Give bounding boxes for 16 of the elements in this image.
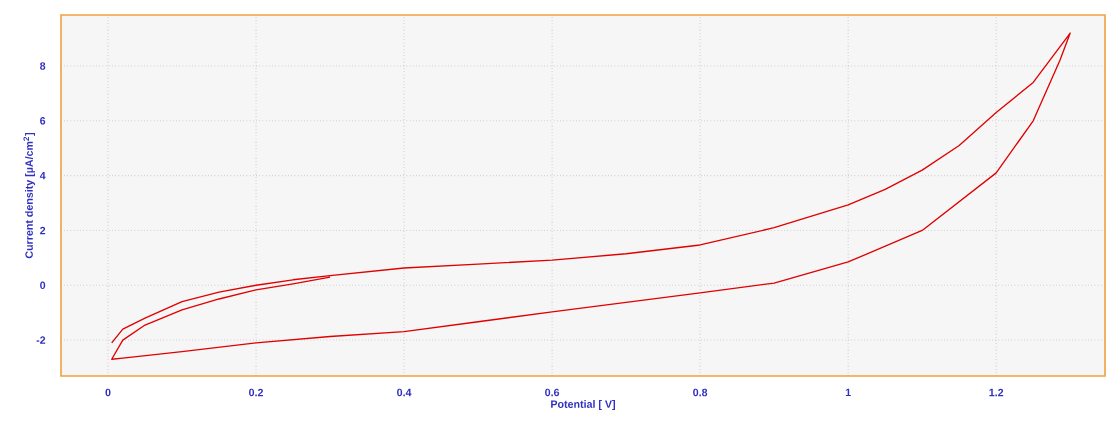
y-tick-label: 4	[39, 171, 46, 180]
x-tick-label: 1	[845, 388, 851, 397]
x-tick-label: 0.6	[545, 388, 560, 397]
x-tick-label: 1.2	[989, 388, 1004, 397]
y-tick-label: 6	[40, 117, 46, 125]
x-tick-label: 0	[105, 388, 111, 397]
x-axis-title: Potential [ V]	[551, 400, 615, 411]
y-tick-label: 0	[40, 281, 46, 290]
y-tick-label: -2	[36, 336, 46, 344]
y-axis-title: Current density [µA/cm$^{2}$]	[23, 132, 35, 259]
line-series	[111, 32, 1071, 360]
x-tick-label: 0.4	[397, 388, 412, 397]
x-tick-label: 0.2	[249, 388, 264, 397]
y-tick-label: 8	[40, 62, 46, 70]
x-tick-label: 0.8	[693, 388, 708, 397]
y-tick-label: 2	[40, 226, 46, 235]
